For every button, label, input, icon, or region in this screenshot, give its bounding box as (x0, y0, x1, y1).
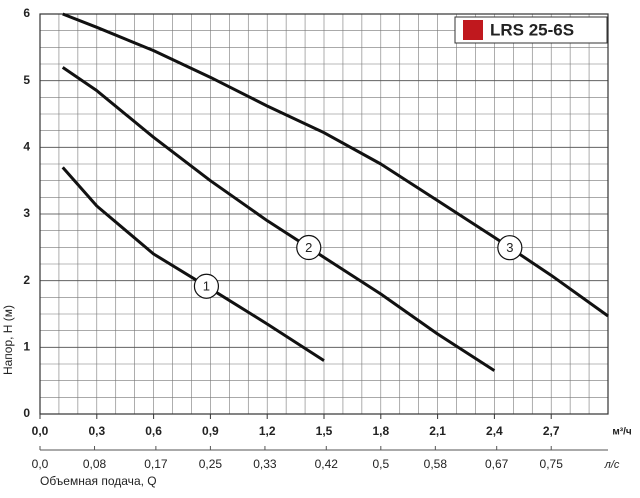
curve-label: 3 (506, 240, 513, 255)
y-tick-label: 1 (23, 340, 30, 354)
grid (39, 13, 608, 415)
x-tick-label: 0,6 (145, 424, 162, 438)
x-tick-label: 2,7 (543, 424, 560, 438)
x-tick-label: 1,2 (259, 424, 276, 438)
curve-label-circle (193, 273, 220, 299)
curve-label: 1 (203, 279, 210, 294)
x2-tick-label: 0,25 (199, 457, 223, 471)
x-unit: м³/ч (612, 427, 632, 438)
x2-unit: л/с (604, 459, 620, 471)
curve (62, 12, 609, 318)
x2-tick-label: 0,33 (253, 457, 277, 471)
y-tick-label: 5 (23, 73, 30, 87)
y-label: Напор, H (м) (1, 305, 15, 375)
x2-label: Объемная подача, Q (40, 474, 157, 488)
curve-label: 2 (305, 240, 312, 255)
legend-swatch (463, 20, 483, 40)
y-tick-label: 3 (23, 206, 30, 220)
x2-tick-label: 0,42 (315, 457, 339, 471)
x2-tick-label: 0,58 (424, 457, 448, 471)
curve (61, 66, 496, 372)
legend-title: LRS 25-6S (490, 20, 574, 39)
y-tick-label: 4 (23, 140, 30, 154)
y-tick-label: 0 (23, 406, 30, 420)
x2-tick-label: 0,17 (144, 457, 168, 471)
curve (61, 166, 325, 362)
y-tick-label: 2 (23, 273, 30, 287)
curve-label-circle (296, 234, 322, 261)
x-tick-label: 1,5 (316, 424, 333, 438)
curve-label-circle (497, 235, 523, 261)
x2-tick-label: 0,5 (372, 457, 389, 471)
x-tick-label: 2,1 (429, 424, 446, 438)
y-tick-label: 6 (23, 6, 30, 20)
x-tick-label: 2,4 (486, 424, 503, 438)
x-tick-label: 0,0 (32, 424, 49, 438)
x2-tick-label: 0,67 (485, 457, 509, 471)
x-tick-label: 0,3 (88, 424, 105, 438)
x-tick-label: 0,9 (202, 424, 219, 438)
x2-tick-label: 0,0 (32, 457, 49, 471)
x2-tick-label: 0,08 (83, 457, 107, 471)
x-tick-label: 1,8 (372, 424, 389, 438)
x2-tick-label: 0,75 (540, 457, 564, 471)
